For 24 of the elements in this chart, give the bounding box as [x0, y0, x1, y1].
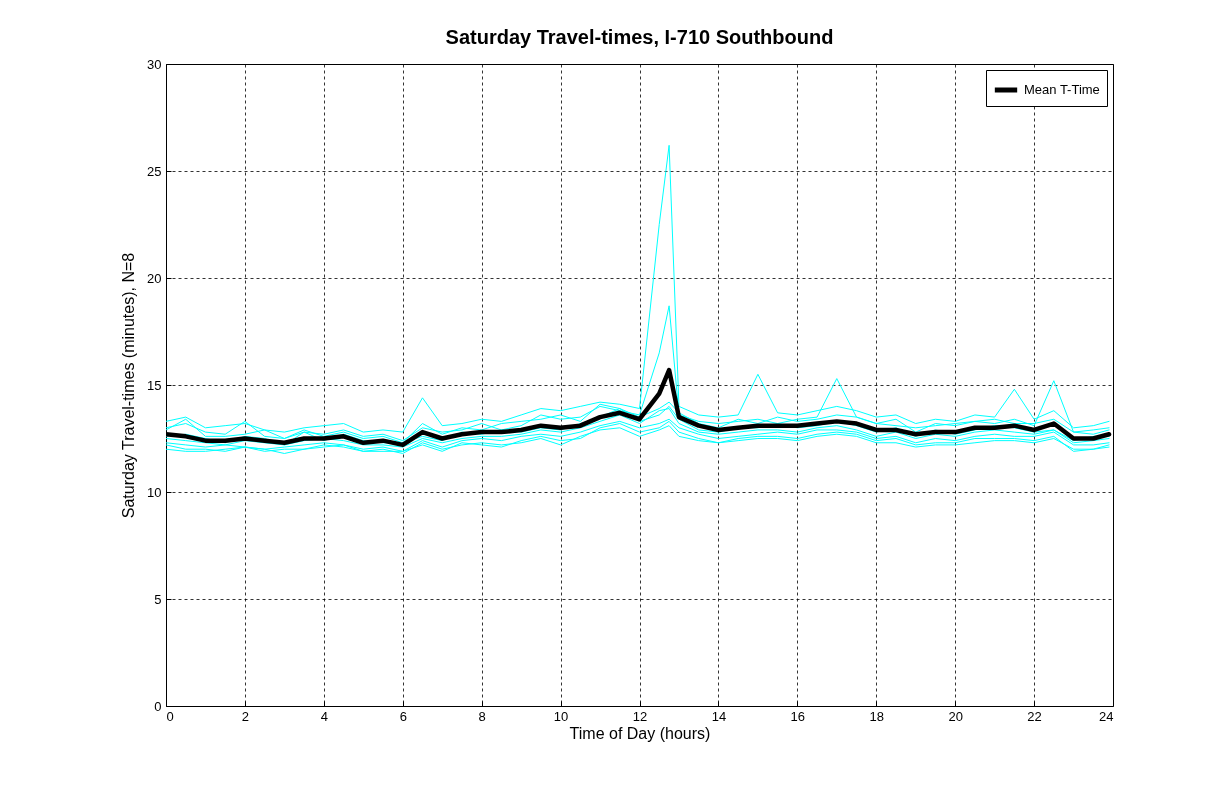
chart-title: Saturday Travel-times, I-710 Southbound — [445, 26, 834, 48]
x-tick-label: 20 — [948, 708, 963, 724]
x-tick-label: 22 — [1027, 708, 1042, 724]
legend-label: Mean T-Time — [1024, 82, 1100, 97]
y-tick-label: 15 — [147, 377, 162, 393]
y-tick-label: 20 — [147, 270, 162, 286]
y-tick-label: 5 — [154, 591, 162, 607]
x-tick-label: 4 — [320, 708, 328, 724]
x-tick-label: 8 — [478, 708, 486, 724]
x-tick-label: 18 — [869, 708, 884, 724]
x-tick-label: 10 — [553, 708, 569, 724]
x-tick-label: 12 — [632, 708, 648, 724]
y-axis-title: Saturday Travel-times (minutes), N=8 — [120, 252, 138, 519]
y-tick-label: 10 — [147, 484, 162, 500]
x-tick-label: 0 — [166, 708, 174, 724]
y-tick-label: 0 — [154, 698, 162, 714]
x-tick-label: 24 — [1099, 708, 1114, 724]
x-tick-label: 16 — [790, 708, 806, 724]
x-axis-title: Time of Day (hours) — [569, 724, 711, 742]
x-tick-label: 6 — [399, 708, 407, 724]
x-tick-label: 14 — [711, 708, 727, 724]
y-tick-label: 30 — [147, 56, 162, 72]
x-tick-label: 2 — [241, 708, 250, 724]
y-tick-label: 25 — [147, 163, 162, 179]
